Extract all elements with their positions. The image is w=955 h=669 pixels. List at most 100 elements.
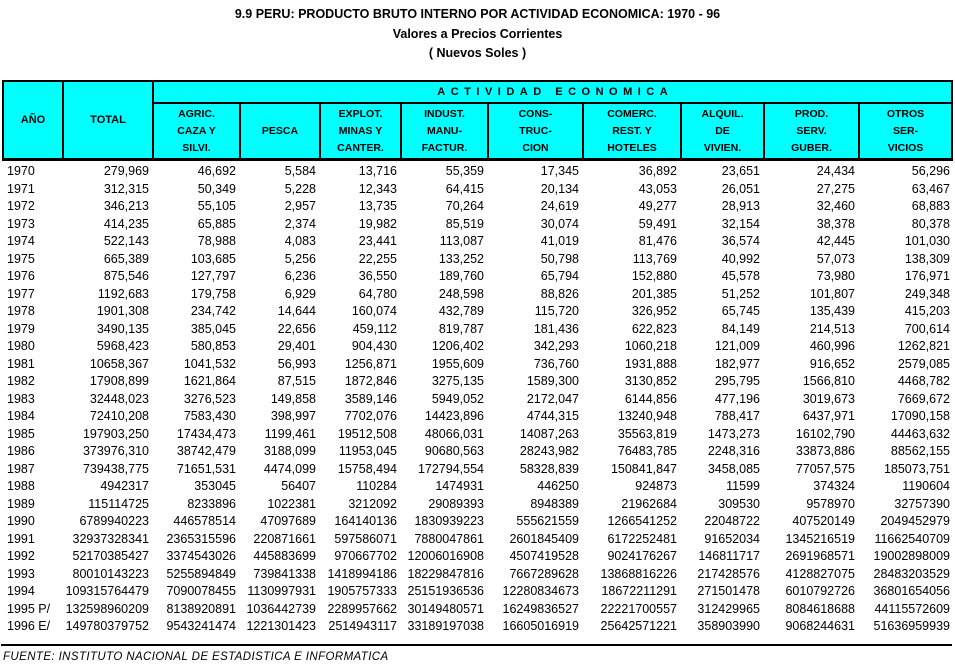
value-cell: 1262,821: [897, 339, 950, 353]
value-cell: 622,823: [631, 321, 677, 336]
value-cell: 312,315: [103, 181, 149, 196]
value-cell: 20,134: [540, 181, 579, 196]
value-cell: 1566,810: [802, 374, 855, 388]
value-cell: 22221700557: [600, 601, 677, 616]
value-cell: 4507419528: [509, 549, 579, 563]
value-cell: 51636959939: [873, 619, 950, 633]
year-cell: 1976: [7, 269, 35, 283]
value-cell: 50,798: [540, 251, 579, 266]
col-header-total: TOTAL: [64, 82, 154, 158]
value-cell: 65,745: [721, 304, 760, 318]
value-cell: 1589,300: [526, 374, 579, 388]
value-cell: 84,149: [721, 321, 760, 336]
table-row: 1981 10658,367 1041,532 56,993 1256,871 1955,…: [2, 356, 953, 374]
col-header-pesca: PESCA: [241, 104, 321, 158]
value-cell: 76483,785: [617, 444, 677, 458]
value-cell: 522,143: [103, 234, 149, 248]
value-cell: 12280834673: [502, 584, 579, 598]
year-cell: 1981: [7, 356, 35, 371]
page-title: 9.9 PERU: PRODUCTO BRUTO INTERNO POR ACT…: [234, 7, 721, 21]
table-row: 1980 5968,423 580,853 29,401 904,430 1206,402…: [2, 338, 953, 356]
table-row: 1984 72410,208 7583,430 398,997 7702,076 1442…: [2, 408, 953, 426]
value-cell: 113,769: [632, 251, 677, 266]
value-cell: 146811717: [698, 549, 760, 563]
value-cell: 77057,575: [795, 461, 855, 476]
year-cell: 1986: [7, 444, 35, 458]
value-cell: 7667289628: [509, 566, 579, 581]
value-cell: 1036442739: [246, 601, 316, 616]
value-cell: 14,644: [277, 304, 316, 318]
value-cell: 2,374: [284, 216, 316, 231]
table-row: 1987 739438,775 71651,531 4474,099 15758,494…: [2, 461, 953, 479]
value-cell: 10658,367: [89, 356, 149, 371]
value-cell: 477,196: [714, 391, 760, 406]
table-row: 1993 80010143223 5255894849 739841338 141899…: [2, 566, 953, 584]
table-row: 1976 875,546 127,797 6,236 36,550 189,760 65,7…: [2, 268, 953, 286]
value-cell: 580,853: [190, 339, 236, 353]
value-cell: 55,105: [197, 199, 236, 213]
value-cell: 43,053: [638, 181, 677, 196]
value-cell: 2,957: [284, 199, 316, 213]
value-cell: 45,578: [721, 269, 760, 283]
value-cell: 555621559: [516, 514, 579, 528]
value-cell: 432,789: [438, 304, 484, 318]
value-cell: 13,735: [358, 199, 397, 213]
value-cell: 2049452979: [880, 514, 950, 528]
value-cell: 1041,532: [183, 356, 236, 371]
value-cell: 460,996: [809, 339, 855, 353]
value-cell: 149780379752: [65, 619, 149, 633]
value-cell: 81,476: [638, 234, 677, 248]
value-cell: 36,550: [358, 269, 397, 283]
value-cell: 72410,208: [89, 409, 149, 423]
year-cell: 1974: [7, 234, 35, 248]
value-cell: 3276,523: [183, 391, 236, 406]
value-cell: 875,546: [103, 269, 149, 283]
value-cell: 7669,672: [897, 391, 950, 406]
value-cell: 220871661: [253, 531, 316, 546]
value-cell: 8138920891: [166, 601, 236, 616]
value-cell: 8084618688: [785, 601, 855, 616]
value-cell: 189,760: [438, 269, 484, 283]
value-cell: 5,228: [284, 181, 316, 196]
value-cell: 2365315596: [166, 531, 236, 546]
value-cell: 700,614: [904, 321, 950, 336]
value-cell: 149,858: [270, 391, 316, 406]
value-cell: 7583,430: [183, 409, 236, 423]
year-cell: 1991: [7, 531, 35, 546]
table-row: 1996 E/149780379752 9543241474 1221301423 2…: [2, 618, 953, 636]
value-cell: 9024176267: [607, 549, 677, 563]
table-row: 1992 52170385427 3374543026 445883699 970667…: [2, 548, 953, 566]
value-cell: 71651,531: [176, 461, 236, 476]
value-cell: 44463,632: [890, 426, 950, 441]
value-cell: 22,255: [358, 251, 397, 266]
table-row: 1971 312,315 50,349 5,228 12,343 64,415 20,134…: [2, 181, 953, 199]
value-cell: 64,415: [445, 181, 484, 196]
year-cell: 1983: [7, 391, 35, 406]
value-cell: 17908,899: [89, 374, 149, 388]
value-cell: 1830939223: [414, 514, 484, 528]
value-cell: 904,430: [351, 339, 397, 353]
value-cell: 358903990: [697, 619, 760, 633]
activity-subheaders: AGRIC. CAZA Y SILVI. PESCA EXPLOT. MINAS…: [154, 104, 951, 158]
value-cell: 3490,135: [96, 321, 149, 336]
value-cell: 73,980: [816, 269, 855, 283]
value-cell: 201,385: [631, 286, 677, 301]
value-cell: 407520149: [792, 514, 855, 528]
year-cell: 1984: [7, 409, 35, 423]
value-cell: 78,988: [197, 234, 236, 248]
year-cell: 1978: [7, 304, 35, 318]
value-cell: 6437,971: [802, 409, 855, 423]
year-cell: 1977: [7, 286, 35, 301]
year-cell: 1982: [7, 374, 35, 388]
col-header-construccion: CONS- TRUC- CION: [489, 104, 584, 158]
value-cell: 50,349: [197, 181, 236, 196]
value-cell: 80,378: [911, 216, 950, 231]
value-cell: 13,716: [358, 164, 397, 178]
value-cell: 916,652: [809, 356, 855, 371]
value-cell: 11599: [726, 479, 760, 493]
year-cell: 1973: [7, 216, 35, 231]
value-cell: 56407: [281, 479, 316, 493]
value-cell: 113,087: [439, 234, 484, 248]
value-cell: 28243,982: [519, 444, 579, 458]
value-cell: 109315764479: [65, 584, 149, 598]
